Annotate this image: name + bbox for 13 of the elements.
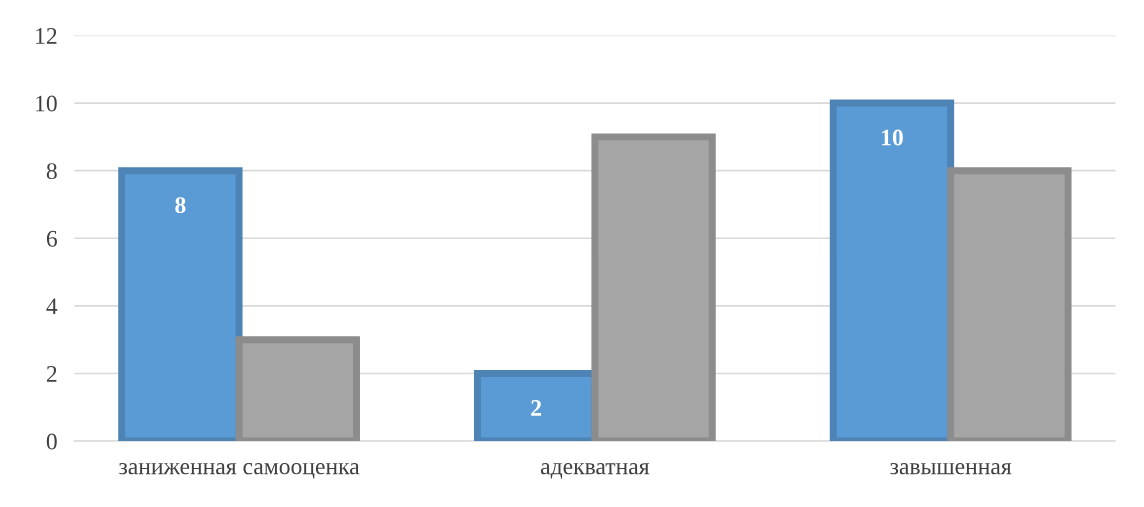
y-tick-label: 10 [36,95,57,112]
x-tick-label: завышенная [890,463,1012,475]
y-tick-label: 0 [46,433,57,450]
data-label: 8 [175,197,186,214]
data-label: 2 [531,400,542,416]
y-tick-label: 6 [46,230,57,247]
x-tick-label: заниженная самооценка [119,463,360,479]
x-tick-label: адекватная [541,463,650,479]
y-tick-label: 2 [46,366,57,382]
data-label: 10 [882,129,903,146]
y-tick-label: 8 [46,163,57,180]
y-tick-label: 4 [46,298,58,315]
y-tick-label: 12 [36,28,57,44]
